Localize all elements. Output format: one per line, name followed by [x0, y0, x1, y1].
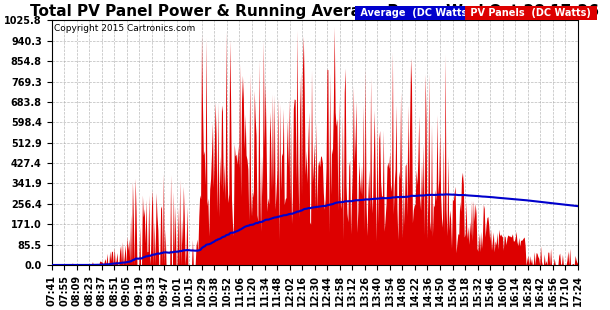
Title: Total PV Panel Power & Running Average Power Wed Oct 28 17:26: Total PV Panel Power & Running Average P…	[30, 4, 599, 19]
Text: Average  (DC Watts): Average (DC Watts)	[357, 8, 475, 18]
Text: PV Panels  (DC Watts): PV Panels (DC Watts)	[467, 8, 595, 18]
Text: Copyright 2015 Cartronics.com: Copyright 2015 Cartronics.com	[54, 24, 195, 33]
